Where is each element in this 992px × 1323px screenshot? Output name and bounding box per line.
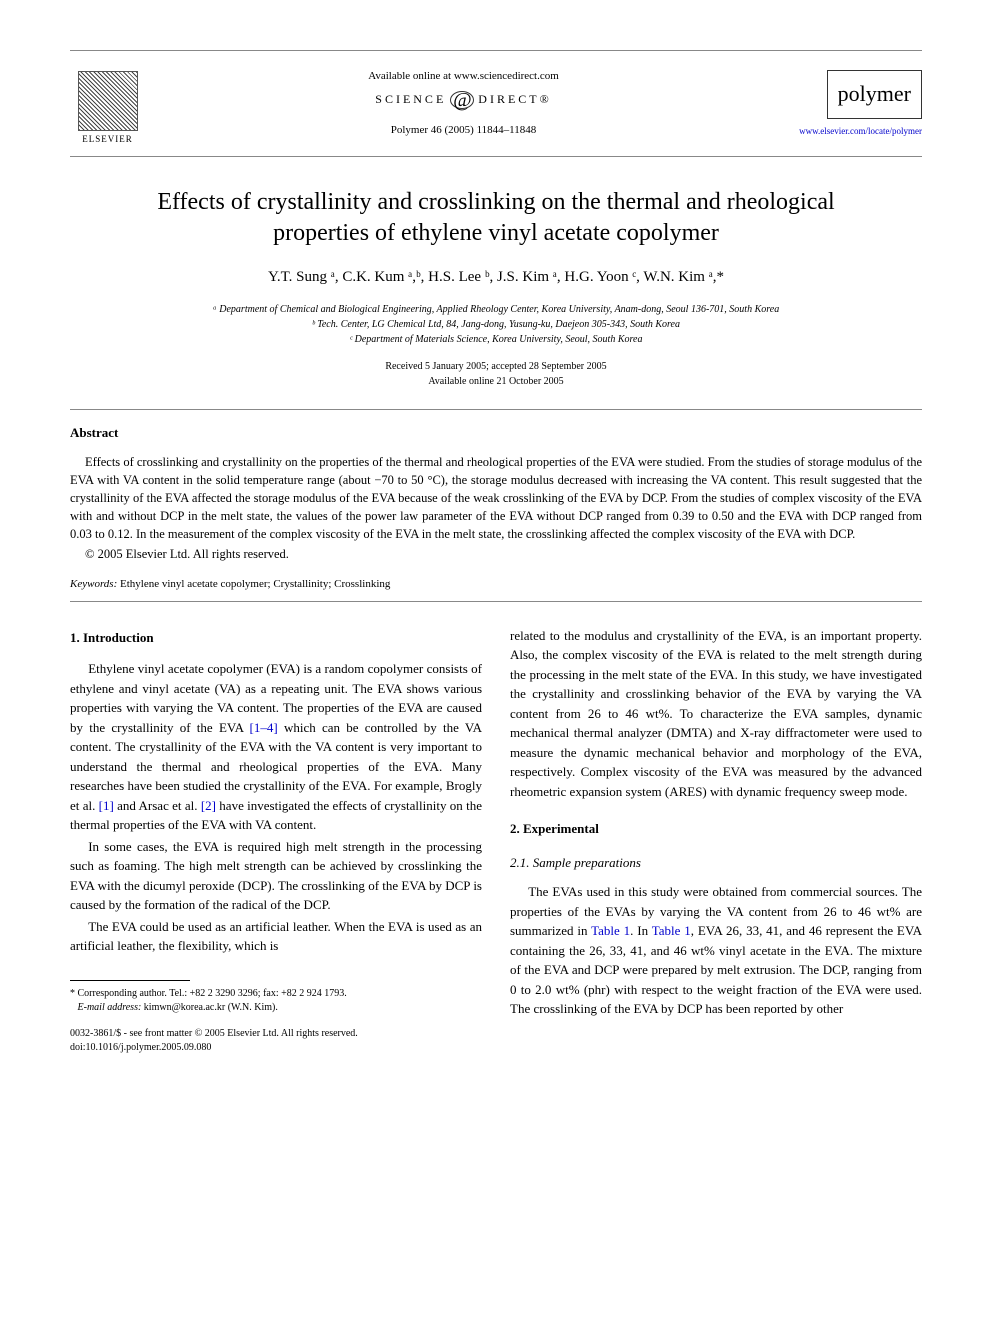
footnote-corr: * Corresponding author. Tel.: +82 2 3290… xyxy=(70,987,482,1001)
affiliation-a: ᵃ Department of Chemical and Biological … xyxy=(70,302,922,317)
available-online-text: Available online at www.sciencedirect.co… xyxy=(145,69,782,84)
footer-metadata: 0032-3861/$ - see front matter © 2005 El… xyxy=(70,1027,482,1055)
abstract-paragraph: Effects of crosslinking and crystallinit… xyxy=(70,453,922,544)
corresponding-author-footnote: * Corresponding author. Tel.: +82 2 3290… xyxy=(70,987,482,1015)
affiliation-c: ᶜ Department of Materials Science, Korea… xyxy=(70,332,922,347)
section-2-heading: 2. Experimental xyxy=(510,819,922,839)
abstract-heading: Abstract xyxy=(70,424,922,442)
header-center: Available online at www.sciencedirect.co… xyxy=(145,69,782,138)
article-title: Effects of crystallinity and crosslinkin… xyxy=(110,187,882,249)
journal-reference: Polymer 46 (2005) 11844–11848 xyxy=(145,123,782,138)
keywords: Keywords: Ethylene vinyl acetate copolym… xyxy=(70,577,922,592)
section-1-heading: 1. Introduction xyxy=(70,628,482,648)
received-date: Received 5 January 2005; accepted 28 Sep… xyxy=(70,359,922,374)
table-link[interactable]: Table 1 xyxy=(652,923,691,938)
online-date: Available online 21 October 2005 xyxy=(70,374,922,389)
section-2-1-heading: 2.1. Sample preparations xyxy=(510,853,922,873)
issn-line: 0032-3861/$ - see front matter © 2005 El… xyxy=(70,1027,482,1041)
doi-line: doi:10.1016/j.polymer.2005.09.080 xyxy=(70,1041,482,1055)
affiliation-b: ᵇ Tech. Center, LG Chemical Ltd, 84, Jan… xyxy=(70,317,922,332)
keywords-label: Keywords: xyxy=(70,578,117,590)
intro-paragraph-3-cont: related to the modulus and crystallinity… xyxy=(510,626,922,802)
citation-link[interactable]: [1] xyxy=(99,798,114,813)
journal-logo: polymer xyxy=(827,70,922,119)
two-column-body: 1. Introduction Ethylene vinyl acetate c… xyxy=(70,626,922,1055)
sciencedirect-logo: SCIENCE @ DIRECT® xyxy=(145,91,782,109)
rule-above-abstract xyxy=(70,409,922,410)
affiliations: ᵃ Department of Chemical and Biological … xyxy=(70,302,922,347)
table-link[interactable]: Table 1 xyxy=(591,923,630,938)
experimental-paragraph-1: The EVAs used in this study were obtaine… xyxy=(510,882,922,1019)
journal-url[interactable]: www.elsevier.com/locate/polymer xyxy=(782,125,922,138)
author-list: Y.T. Sung ᵃ, C.K. Kum ᵃ,ᵇ, H.S. Lee ᵇ, J… xyxy=(70,267,922,288)
publisher-name: ELSEVIER xyxy=(82,133,133,146)
citation-link[interactable]: [2] xyxy=(201,798,216,813)
keywords-text: Ethylene vinyl acetate copolymer; Crysta… xyxy=(117,578,390,590)
citation-link[interactable]: [1–4] xyxy=(250,720,278,735)
abstract-body: Effects of crosslinking and crystallinit… xyxy=(70,453,922,564)
sd-left: SCIENCE xyxy=(375,91,446,108)
footnote-rule xyxy=(70,980,190,981)
intro-paragraph-2: In some cases, the EVA is required high … xyxy=(70,837,482,915)
rule-below-keywords xyxy=(70,601,922,602)
header-band: ELSEVIER Available online at www.science… xyxy=(70,50,922,157)
sd-at-icon: @ xyxy=(450,91,474,109)
sd-right: DIRECT® xyxy=(478,91,551,108)
left-column: 1. Introduction Ethylene vinyl acetate c… xyxy=(70,626,482,1055)
elsevier-tree-icon xyxy=(78,71,138,131)
publisher-logo: ELSEVIER xyxy=(70,61,145,146)
intro-paragraph-1: Ethylene vinyl acetate copolymer (EVA) i… xyxy=(70,659,482,835)
intro-paragraph-3: The EVA could be used as an artificial l… xyxy=(70,917,482,956)
article-dates: Received 5 January 2005; accepted 28 Sep… xyxy=(70,359,922,389)
abstract-copyright: © 2005 Elsevier Ltd. All rights reserved… xyxy=(70,545,922,563)
footnote-email: E-mail address: kimwn@korea.ac.kr (W.N. … xyxy=(70,1001,482,1015)
right-column: related to the modulus and crystallinity… xyxy=(510,626,922,1055)
journal-logo-box: polymer www.elsevier.com/locate/polymer xyxy=(782,70,922,137)
